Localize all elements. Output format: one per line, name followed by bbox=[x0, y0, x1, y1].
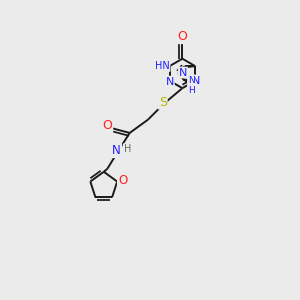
Text: O: O bbox=[178, 30, 187, 43]
Text: O: O bbox=[118, 174, 127, 187]
Text: H: H bbox=[124, 144, 131, 154]
Text: S: S bbox=[159, 95, 167, 109]
Text: N
H: N H bbox=[188, 76, 194, 95]
Text: N: N bbox=[166, 77, 174, 87]
Text: N: N bbox=[179, 68, 187, 78]
Text: N: N bbox=[112, 144, 121, 157]
Text: O: O bbox=[102, 119, 112, 132]
Text: N: N bbox=[192, 76, 200, 85]
Text: HN: HN bbox=[155, 61, 170, 71]
